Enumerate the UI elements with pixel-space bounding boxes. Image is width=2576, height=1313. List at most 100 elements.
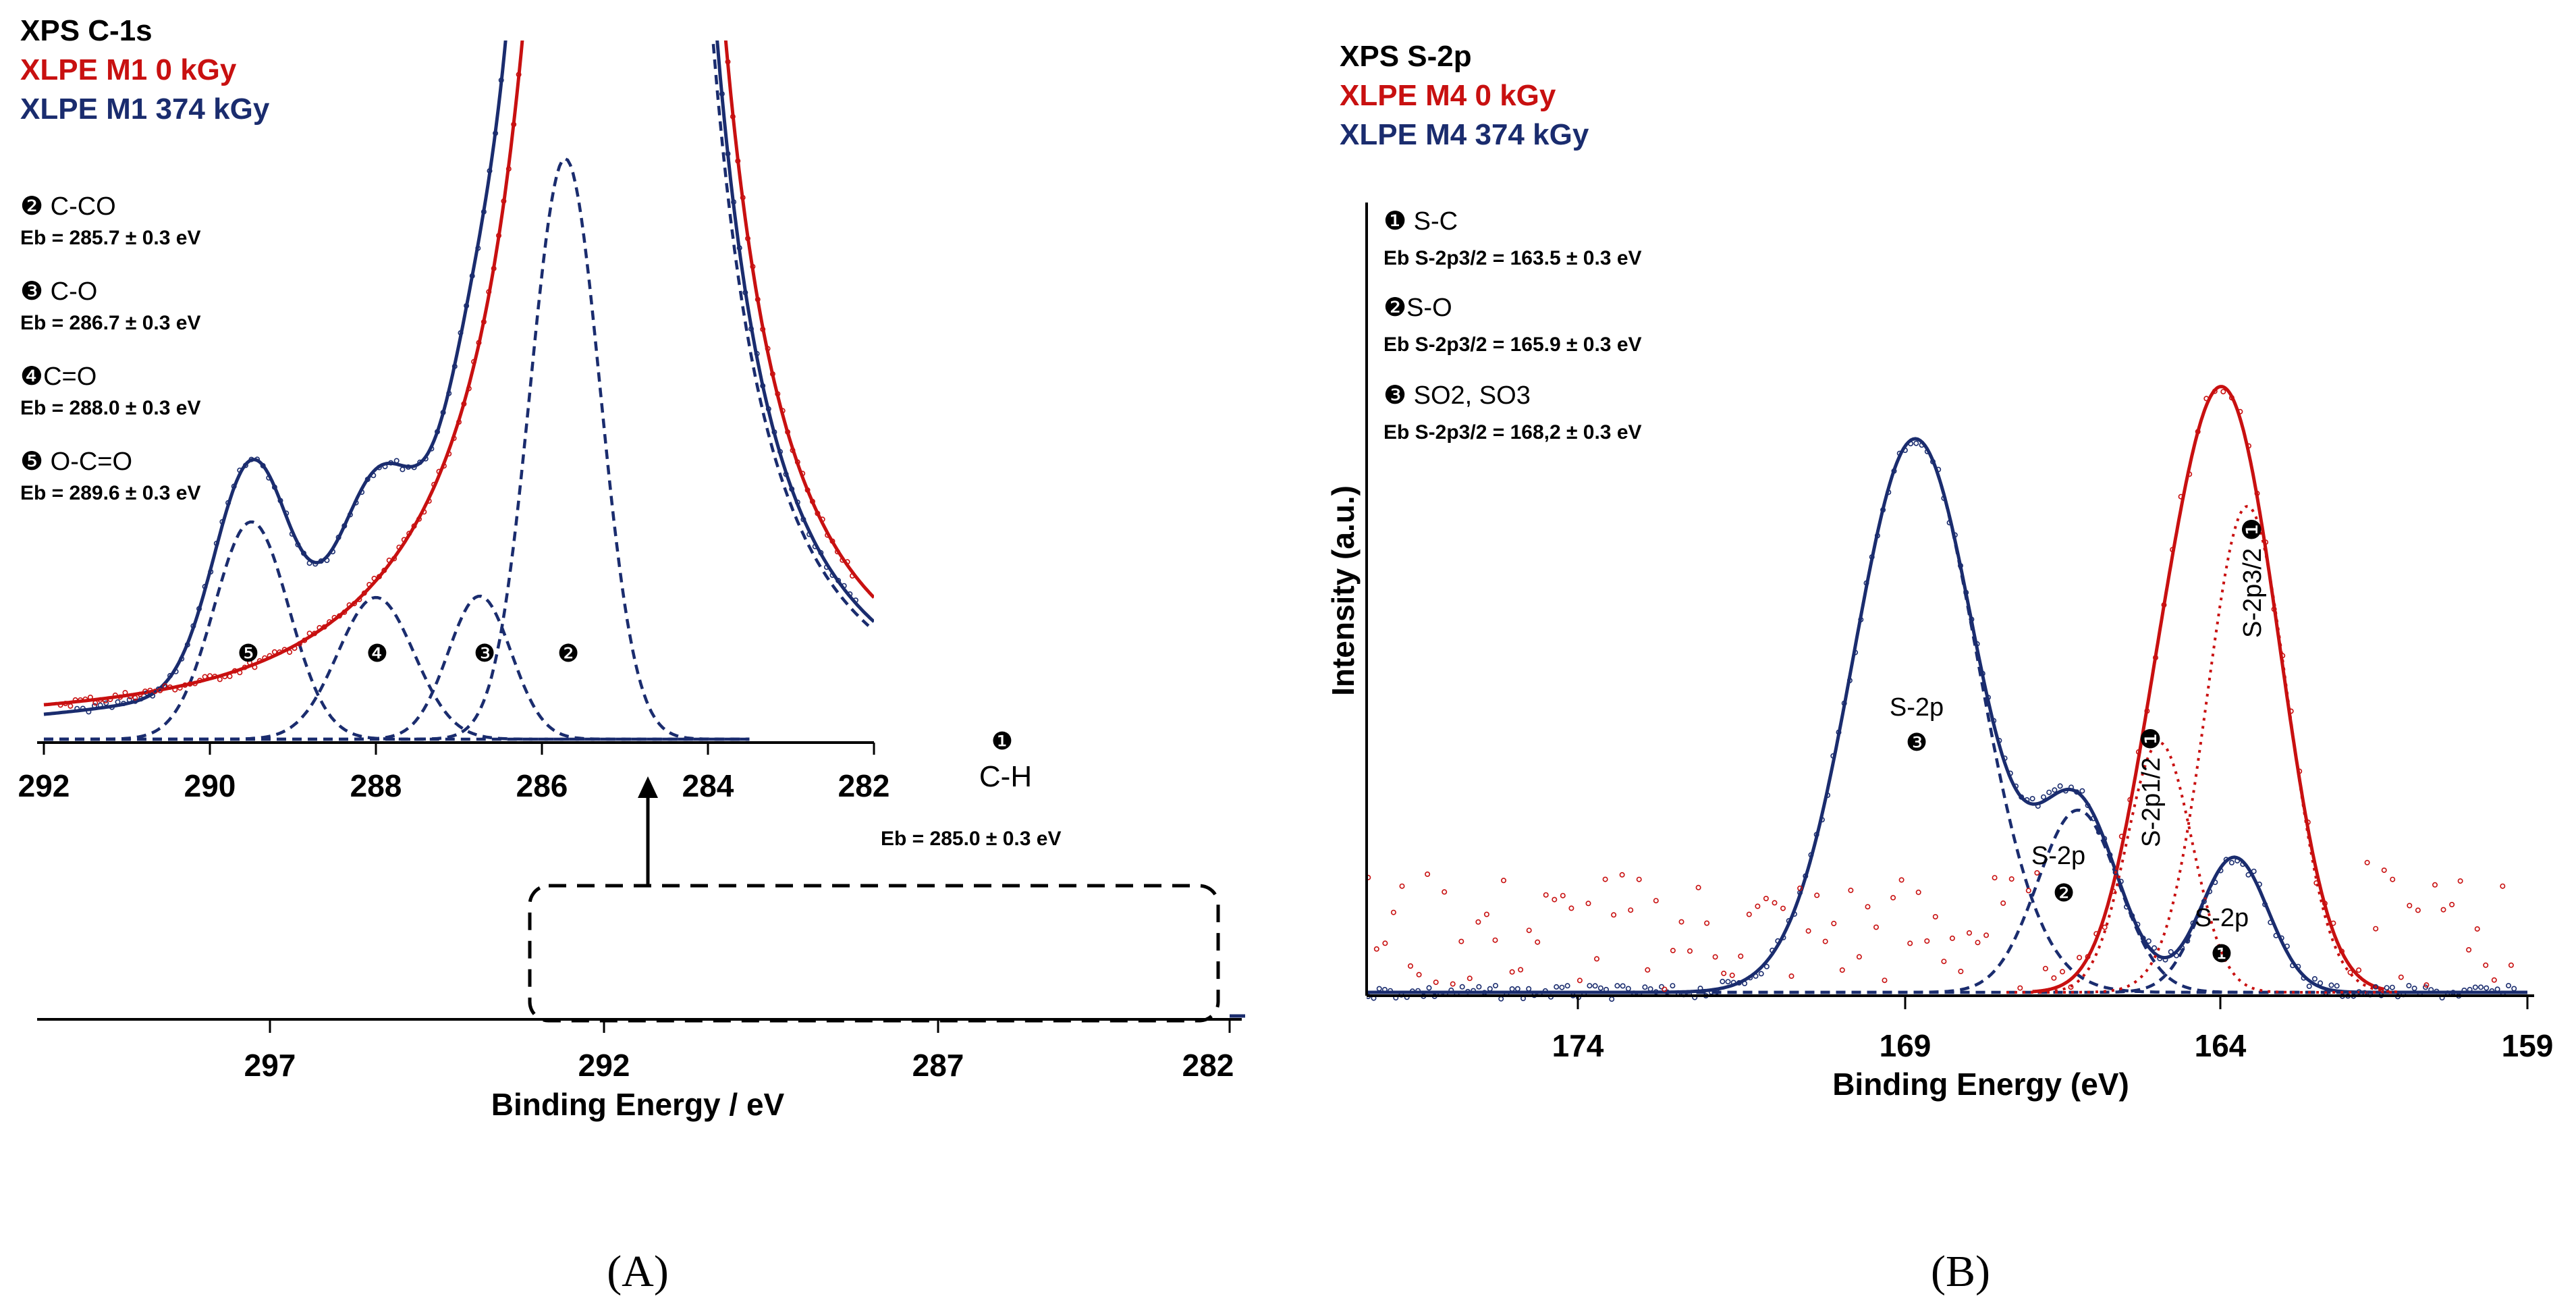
data-point (1493, 983, 1499, 989)
data-point (469, 273, 475, 279)
component-eb: Eb = 288.0 ± 0.3 eV (20, 397, 200, 419)
data-point (2347, 969, 2353, 975)
a-inset-blue-points (74, 77, 858, 715)
data-point (464, 302, 470, 309)
data-point (440, 409, 446, 415)
data-point (371, 473, 377, 479)
data-point (1439, 153, 1443, 157)
data-point (67, 703, 74, 709)
data-point (1551, 1003, 1555, 1007)
data-point (364, 477, 371, 483)
data-point (2415, 907, 2421, 913)
data-point (109, 704, 115, 710)
data-point (2508, 962, 2514, 968)
b-tick-label: 169 (1880, 1028, 1931, 1063)
data-point (1594, 956, 1600, 962)
data-point (92, 703, 98, 709)
data-point (336, 613, 342, 619)
data-point (1721, 970, 1727, 976)
data-point (1913, 440, 1919, 446)
data-point (329, 549, 335, 555)
data-point (1607, 1002, 1611, 1006)
data-point (1924, 938, 1930, 944)
data-point (2280, 653, 2286, 659)
data-point (2025, 888, 2031, 894)
data-point (1475, 623, 1479, 627)
a-legend-blue: XLPE M1 374 kGy (20, 92, 270, 126)
component-name: O-C=O (51, 448, 132, 476)
data-point (1334, 991, 1338, 995)
data-point (1841, 700, 1847, 706)
data-point (2000, 900, 2006, 906)
data-point (1403, 327, 1407, 331)
data-point (1535, 939, 1541, 945)
data-point (1620, 983, 1626, 989)
a-inset-component-curve (44, 520, 750, 741)
data-point (1501, 878, 1507, 884)
data-point (1567, 1003, 1571, 1007)
data-point (2390, 876, 2396, 882)
component-name: S-O (1406, 294, 1452, 322)
data-point (1577, 977, 1583, 984)
data-point (1326, 1000, 1330, 1004)
data-point (1991, 718, 1997, 724)
data-point (190, 623, 196, 629)
data-point (1498, 996, 1504, 1002)
data-point (800, 516, 806, 522)
a-ch-number: ❶ (991, 727, 1013, 755)
data-point (2140, 935, 2146, 941)
data-point (1319, 1007, 1323, 1011)
data-point (441, 463, 447, 469)
data-point (2019, 794, 2025, 800)
data-point (2179, 945, 2185, 951)
data-point (1628, 907, 1634, 913)
data-point (522, 25, 526, 29)
component-number: ❶ (1383, 207, 1406, 236)
a-inset-tick-label: 288 (350, 768, 402, 803)
data-point (1584, 1015, 1588, 1019)
data-point (1692, 1011, 1696, 1015)
data-point (1858, 616, 1864, 622)
component-number: ❸ (20, 277, 43, 306)
data-point (471, 358, 477, 365)
data-point (411, 523, 417, 529)
data-point (779, 408, 786, 414)
data-point (2407, 903, 2413, 909)
data-point (266, 475, 272, 481)
data-point (1295, 1011, 1299, 1015)
data-point (213, 540, 219, 546)
data-point (197, 677, 203, 683)
data-point (1805, 928, 1811, 934)
data-point (117, 694, 124, 700)
b-red-total-curve (2032, 385, 2385, 994)
data-point (731, 199, 737, 205)
data-point (794, 499, 800, 505)
data-point (421, 509, 427, 515)
data-point (1642, 984, 1648, 990)
data-point (271, 484, 277, 490)
data-point (1602, 876, 1608, 882)
svg-text:❷ C-CO: ❷ C-CO (20, 192, 116, 221)
data-point (292, 645, 298, 651)
data-point (2373, 984, 2379, 990)
data-point (2297, 768, 2303, 774)
data-point (2254, 490, 2260, 496)
data-point (287, 649, 293, 655)
data-point (1742, 980, 1748, 986)
data-point (1729, 972, 1735, 978)
data-point (429, 446, 435, 452)
data-point (416, 516, 422, 522)
data-point (841, 583, 847, 589)
data-point (1896, 450, 1902, 456)
data-point (248, 456, 254, 462)
data-point (2411, 986, 2417, 992)
data-point (730, 113, 736, 119)
data-point (765, 346, 771, 352)
data-point (1679, 1005, 1683, 1009)
data-point (1554, 984, 1560, 990)
data-point (1388, 988, 1394, 994)
data-point (252, 664, 258, 670)
data-point (1719, 998, 1723, 1002)
data-point (2007, 770, 2013, 776)
data-point (1632, 1013, 1636, 1017)
